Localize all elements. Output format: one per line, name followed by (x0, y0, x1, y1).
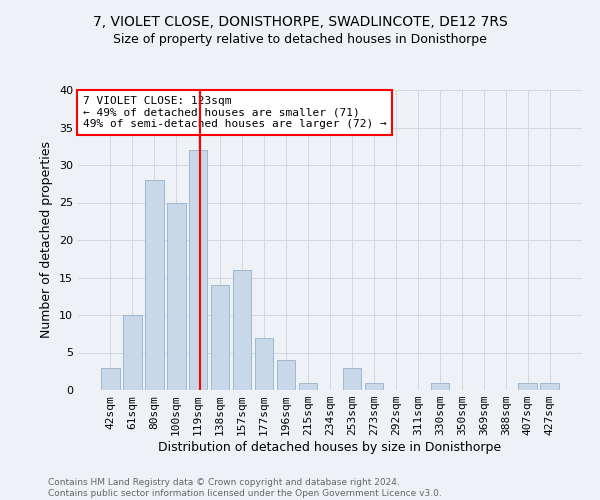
Bar (277, 360, 295, 390)
Bar (211, 285, 229, 390)
Bar (299, 382, 317, 390)
Bar (518, 382, 537, 390)
Text: 7, VIOLET CLOSE, DONISTHORPE, SWADLINCOTE, DE12 7RS: 7, VIOLET CLOSE, DONISTHORPE, SWADLINCOT… (92, 15, 508, 29)
Bar (431, 382, 449, 390)
Bar (233, 270, 251, 390)
Bar (365, 382, 383, 390)
Bar (145, 180, 164, 390)
X-axis label: Distribution of detached houses by size in Donisthorpe: Distribution of detached houses by size … (158, 441, 502, 454)
Text: 7 VIOLET CLOSE: 123sqm
← 49% of detached houses are smaller (71)
49% of semi-det: 7 VIOLET CLOSE: 123sqm ← 49% of detached… (83, 96, 387, 129)
Y-axis label: Number of detached properties: Number of detached properties (40, 142, 53, 338)
Bar (189, 150, 208, 390)
Bar (255, 338, 274, 390)
Bar (541, 382, 559, 390)
Bar (123, 315, 142, 390)
Text: Contains HM Land Registry data © Crown copyright and database right 2024.
Contai: Contains HM Land Registry data © Crown c… (48, 478, 442, 498)
Text: Size of property relative to detached houses in Donisthorpe: Size of property relative to detached ho… (113, 32, 487, 46)
Bar (343, 368, 361, 390)
Bar (101, 368, 119, 390)
Bar (167, 202, 185, 390)
